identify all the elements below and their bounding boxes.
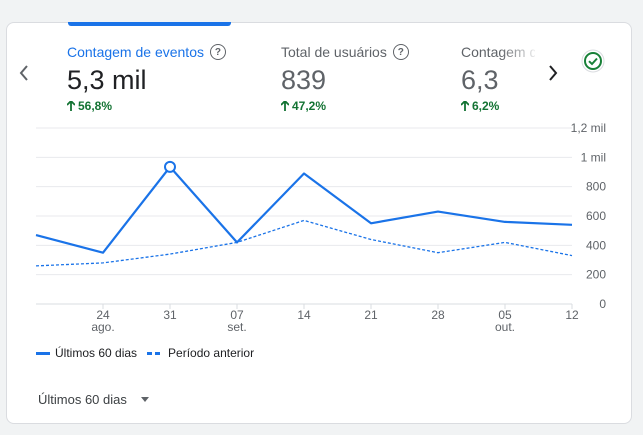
arrow-up-icon — [461, 101, 469, 111]
series-line-previous — [35, 219, 573, 267]
metric-delta-value: 47,2% — [292, 99, 327, 113]
check-circle-icon[interactable] — [580, 48, 606, 74]
x-tick-sublabel: set. — [227, 320, 246, 334]
x-tick-label: 12 — [565, 308, 579, 322]
metric-label-row: Total de usuários ? — [281, 44, 409, 60]
y-tick-label: 200 — [586, 268, 606, 282]
arrow-up-icon — [281, 101, 289, 111]
legend-label-current: Últimos 60 dias — [55, 346, 138, 360]
metric-delta: 56,8% — [67, 99, 226, 113]
highlight-point — [164, 160, 176, 173]
date-range-dropdown[interactable]: Últimos 60 dias — [38, 392, 149, 407]
y-tick-label: 600 — [586, 209, 606, 223]
series-line-current — [35, 165, 573, 254]
metric-delta: 47,2% — [281, 99, 409, 113]
x-tick-label: 21 — [364, 308, 378, 322]
metric-value: 6,3 — [461, 65, 499, 95]
x-tick-sublabel: ago. — [91, 320, 114, 334]
legend-item-previous: Período anterior — [147, 346, 254, 360]
y-tick-label: 1 mil — [581, 150, 606, 164]
legend-swatch-dashed — [147, 351, 164, 355]
x-tick-label: 24 — [96, 308, 110, 322]
legend-swatch-solid — [36, 351, 50, 355]
chart-legend: Últimos 60 dias Período anterior — [36, 346, 254, 360]
metric-value: 839 — [281, 65, 327, 95]
help-icon[interactable]: ? — [392, 44, 409, 60]
previous-metric-button[interactable] — [14, 60, 34, 86]
x-tick-sublabel: out. — [495, 320, 515, 334]
metric-label: Total de usuários — [281, 44, 387, 60]
metric-delta-value: 56,8% — [78, 99, 113, 113]
metric-delta-value: 6,2% — [472, 99, 500, 113]
arrow-up-icon — [67, 101, 75, 111]
y-tick-label: 800 — [586, 180, 606, 194]
chevron-right-icon — [549, 65, 558, 81]
dropdown-caret-icon — [140, 397, 149, 402]
x-tick-label: 31 — [163, 308, 177, 322]
y-tick-label: 0 — [599, 297, 606, 311]
metric-total-users[interactable]: Total de usuários ? 839 47,2% — [281, 44, 409, 113]
y-tick-label: 400 — [586, 238, 606, 252]
date-range-label: Últimos 60 dias — [38, 392, 127, 407]
legend-label-previous: Período anterior — [168, 346, 255, 360]
x-tick-label: 05 — [498, 308, 512, 322]
metric-event-count[interactable]: Contagem de eventos ? 5,3 mil 56,8% — [67, 44, 226, 113]
active-metric-indicator — [68, 22, 231, 26]
legend-item-current: Últimos 60 dias — [36, 346, 137, 360]
metric-label: Contagem de eventos — [67, 44, 204, 60]
x-tick-label: 07 — [230, 308, 244, 322]
y-tick-label: 1,2 mil — [571, 121, 606, 135]
metric-label-row: Contagem de eventos ? — [67, 44, 226, 60]
next-metric-button[interactable] — [543, 60, 563, 86]
x-tick-label: 28 — [431, 308, 445, 322]
x-tick-label: 14 — [297, 308, 311, 322]
metric-value: 5,3 mil — [67, 65, 147, 95]
help-icon[interactable]: ? — [209, 44, 226, 60]
chevron-left-icon — [19, 65, 28, 81]
metric-delta: 6,2% — [461, 99, 535, 113]
overflow-fade — [500, 40, 540, 120]
